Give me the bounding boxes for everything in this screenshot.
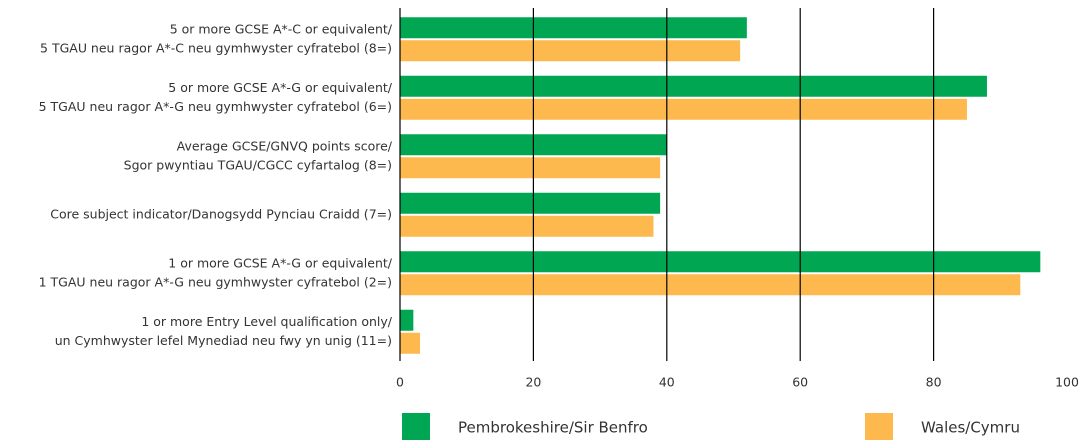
bar <box>400 40 741 62</box>
legend-swatch <box>402 413 430 440</box>
x-tick-label: 20 <box>525 375 541 390</box>
y-tick-label: 5 or more GCSE A*-G or equivalent/ <box>168 80 393 95</box>
bar <box>400 309 414 331</box>
y-tick-label: 1 or more Entry Level qualification only… <box>141 314 392 329</box>
x-tick-label: 0 <box>396 375 404 390</box>
bar <box>400 17 747 39</box>
bar <box>400 192 661 214</box>
x-tick-label: 60 <box>792 375 808 390</box>
x-tick-label: 40 <box>659 375 675 390</box>
y-tick-label: Core subject indicator/Danogsydd Pynciau… <box>50 206 392 221</box>
bar <box>400 98 967 120</box>
y-tick-label: Average GCSE/GNVQ points score/ <box>177 138 393 153</box>
bar <box>400 157 661 179</box>
y-tick-label: 5 or more GCSE A*-C or equivalent/ <box>170 21 393 36</box>
legend-label: Wales/Cymru <box>921 419 1020 437</box>
y-tick-label: 1 TGAU neu ragor A*-G neu gymhwyster cyf… <box>39 274 392 289</box>
x-tick-label: 100 <box>1055 375 1079 390</box>
bar <box>400 274 1021 296</box>
y-tick-label: 1 or more GCSE A*-G or equivalent/ <box>168 255 393 270</box>
y-tick-label: 5 TGAU neu ragor A*-C neu gymhwyster cyf… <box>40 40 392 55</box>
legend-label: Pembrokeshire/Sir Benfro <box>458 419 648 437</box>
legend-swatch <box>865 413 893 440</box>
bar <box>400 215 654 237</box>
y-tick-label: 5 TGAU neu ragor A*-G neu gymhwyster cyf… <box>39 99 392 114</box>
x-tick-label: 80 <box>926 375 942 390</box>
bar <box>400 332 421 354</box>
bar <box>400 251 1041 273</box>
bar <box>400 75 987 97</box>
y-tick-label: Sgor pwyntiau TGAU/CGCC cyfartalog (8=) <box>124 157 392 172</box>
y-tick-label: un Cymhwyster lefel Mynediad neu fwy yn … <box>55 333 392 348</box>
